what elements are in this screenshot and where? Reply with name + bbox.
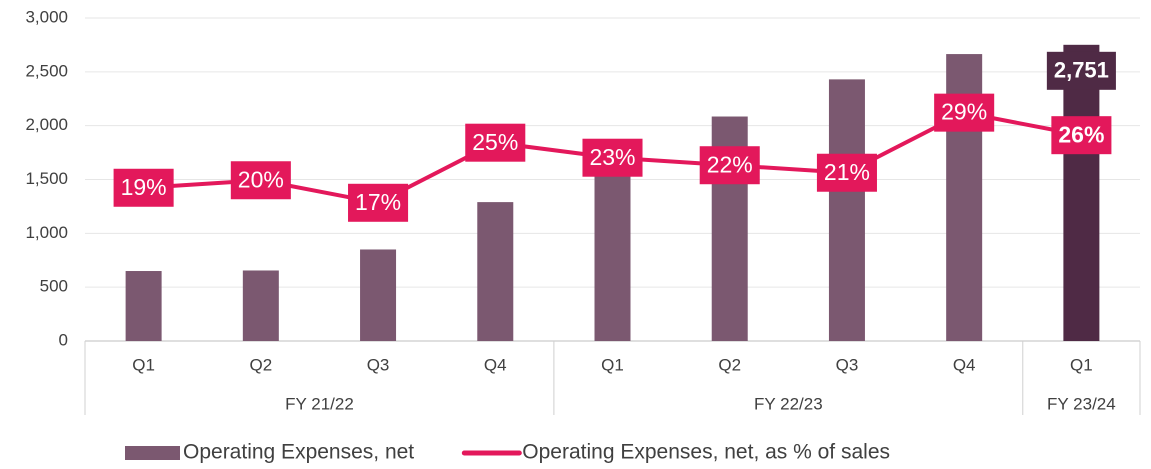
x-tick-label: Q1: [1070, 355, 1093, 374]
y-tick-label: 2,500: [25, 61, 68, 80]
data-label: 23%: [582, 138, 643, 177]
y-tick-label: 1,500: [25, 169, 68, 188]
x-tick-label: Q4: [484, 355, 507, 374]
data-label-text: 19%: [121, 174, 167, 200]
data-label-box: [1046, 51, 1116, 90]
data-label-box: [1051, 116, 1112, 155]
bar: [828, 79, 865, 342]
data-label-box: [699, 146, 760, 185]
group-label: FY 22/23: [754, 394, 823, 413]
data-label-box: [465, 123, 526, 162]
y-tick-label: 500: [40, 277, 68, 296]
data-label-text: 29%: [941, 99, 987, 125]
data-label-box: [934, 93, 995, 132]
data-label-box: [113, 168, 174, 207]
legend-label: Operating Expenses, net, as % of sales: [522, 441, 890, 464]
data-label: 17%: [348, 183, 409, 222]
data-label-box: [348, 183, 409, 222]
data-label: 21%: [816, 153, 877, 192]
group-label: FY 23/24: [1047, 394, 1116, 413]
data-label-box: [230, 161, 291, 200]
data-label: 2,751: [1046, 51, 1116, 90]
y-tick-label: 2,000: [25, 115, 68, 134]
data-label-text: 22%: [707, 151, 753, 177]
data-label-text: 17%: [355, 189, 401, 215]
data-label-text: 26%: [1058, 121, 1104, 147]
x-tick-label: Q1: [132, 355, 155, 374]
data-label: 26%: [1051, 116, 1112, 155]
y-tick-label: 1,000: [25, 223, 68, 242]
bar: [477, 202, 514, 341]
data-label-text: 20%: [238, 166, 284, 192]
data-label-text: 2,751: [1054, 58, 1109, 83]
data-label-text: 21%: [824, 159, 870, 185]
legend-swatch: [125, 446, 180, 460]
x-tick-label: Q3: [836, 355, 859, 374]
data-label-box: [816, 153, 877, 192]
bar: [242, 270, 279, 341]
data-label-text: 25%: [472, 129, 518, 155]
bar: [594, 166, 631, 341]
data-label-box: [582, 138, 643, 177]
y-tick-label: 3,000: [25, 7, 68, 26]
data-label: 25%: [465, 123, 526, 162]
legend-label: Operating Expenses, net: [183, 441, 414, 464]
data-label-text: 23%: [589, 144, 635, 170]
x-tick-label: Q1: [601, 355, 624, 374]
bar: [1063, 44, 1100, 342]
x-tick-label: Q3: [367, 355, 390, 374]
bar: [125, 271, 162, 341]
x-tick-label: Q4: [953, 355, 976, 374]
bar: [360, 249, 397, 341]
x-tick-label: Q2: [718, 355, 741, 374]
x-tick-label: Q2: [249, 355, 272, 374]
data-label: 22%: [699, 146, 760, 185]
data-label: 20%: [230, 161, 291, 200]
data-label: 19%: [113, 168, 174, 207]
y-tick-label: 0: [59, 330, 68, 349]
data-label: 29%: [934, 93, 995, 132]
group-label: FY 21/22: [285, 394, 354, 413]
